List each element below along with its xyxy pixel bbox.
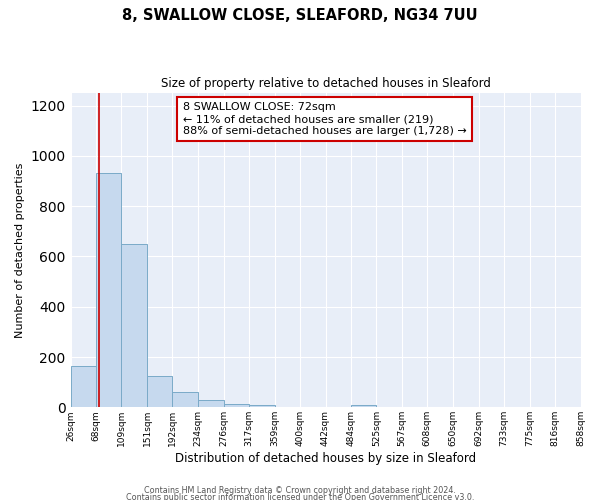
Text: Contains HM Land Registry data © Crown copyright and database right 2024.: Contains HM Land Registry data © Crown c… [144, 486, 456, 495]
Bar [198, 400, 224, 407]
Bar [172, 392, 198, 407]
Y-axis label: Number of detached properties: Number of detached properties [15, 162, 25, 338]
Bar [96, 174, 121, 408]
Text: Contains public sector information licensed under the Open Government Licence v3: Contains public sector information licen… [126, 494, 474, 500]
Bar [121, 244, 147, 408]
Bar [71, 366, 96, 408]
Text: 8, SWALLOW CLOSE, SLEAFORD, NG34 7UU: 8, SWALLOW CLOSE, SLEAFORD, NG34 7UU [122, 8, 478, 22]
Bar [249, 405, 275, 407]
Title: Size of property relative to detached houses in Sleaford: Size of property relative to detached ho… [161, 78, 490, 90]
Bar [351, 406, 376, 407]
Text: 8 SWALLOW CLOSE: 72sqm
← 11% of detached houses are smaller (219)
88% of semi-de: 8 SWALLOW CLOSE: 72sqm ← 11% of detached… [183, 102, 466, 136]
Bar [224, 404, 249, 407]
X-axis label: Distribution of detached houses by size in Sleaford: Distribution of detached houses by size … [175, 452, 476, 465]
Bar [147, 376, 172, 408]
